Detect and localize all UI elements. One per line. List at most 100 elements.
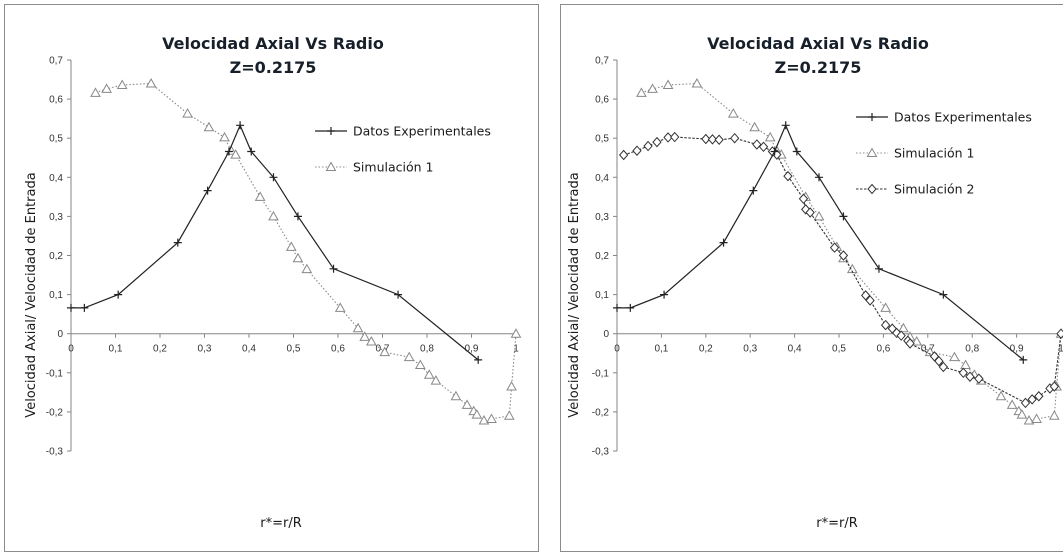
triangle-marker: [1023, 414, 1035, 425]
diamond-marker: [958, 367, 968, 379]
triangle-marker: [366, 336, 377, 346]
diamond-marker: [965, 371, 975, 382]
y-tick-label: 0,6: [49, 95, 63, 106]
diamond-marker: [867, 183, 877, 195]
triangle-marker: [219, 131, 230, 142]
triangle-marker: [268, 210, 279, 221]
triangle-marker: [101, 83, 112, 93]
y-axis-label: Velocidad Axial/ Velocidad de Entrada: [24, 172, 39, 417]
plus-marker: [114, 290, 123, 299]
legend-entry: Simulación 2: [856, 182, 974, 197]
triangle-marker: [636, 87, 647, 97]
series-simulaci-n-1: [90, 77, 522, 425]
x-tick-label: 0,4: [242, 344, 256, 355]
diamond-marker: [1034, 391, 1044, 402]
x-tick-label: 0,2: [699, 344, 713, 355]
legend-entry: Datos Experimentales: [315, 124, 491, 139]
diamond-marker: [643, 140, 653, 152]
x-tick-label: 0,9: [465, 344, 479, 355]
y-tick-label: 0,1: [595, 290, 609, 301]
chart-title-line2: Z=0.2175: [230, 58, 317, 77]
triangle-marker: [749, 121, 760, 132]
triangle-marker: [727, 108, 739, 118]
legend-entry: Simulación 1: [856, 146, 974, 161]
x-tick-label: 0: [68, 344, 74, 355]
y-tick-label: 0,7: [49, 56, 63, 67]
plus-marker: [327, 127, 335, 135]
diamond-marker: [714, 134, 724, 146]
series-simulaci-n-1: [636, 77, 1063, 425]
plus-marker: [839, 212, 848, 221]
plus-marker: [719, 238, 728, 247]
triangle-marker: [846, 263, 858, 274]
plus-marker: [939, 290, 948, 299]
series-datos-experimentales: [613, 121, 1028, 364]
x-tick-label: 1: [1058, 344, 1063, 355]
plus-marker: [781, 121, 790, 130]
x-tick-label: 0,4: [788, 344, 802, 355]
diamond-marker: [974, 373, 984, 384]
y-tick-label: -0,1: [592, 368, 610, 379]
triangle-marker: [203, 121, 215, 132]
plus-marker: [247, 147, 256, 156]
diamond-marker: [798, 193, 809, 205]
plus-marker: [269, 173, 278, 182]
plus-marker: [293, 212, 302, 221]
diamond-marker: [663, 132, 673, 143]
plus-marker: [236, 121, 245, 130]
diamond-marker: [1027, 394, 1037, 405]
triangle-marker: [461, 399, 473, 409]
triangle-marker: [359, 331, 371, 341]
plus-marker: [203, 186, 212, 195]
triangle-marker: [866, 147, 878, 157]
x-tick-label: 0,8: [965, 344, 979, 355]
diamond-marker: [652, 136, 662, 148]
x-tick-label: 0,7: [921, 344, 935, 355]
diamond-marker: [896, 330, 906, 341]
plus-marker: [474, 355, 483, 364]
triangle-marker: [662, 79, 674, 90]
triangle-marker: [334, 302, 346, 312]
diamond-marker: [1056, 328, 1063, 339]
plus-marker: [749, 186, 758, 195]
y-tick-label: 0,6: [595, 95, 609, 106]
triangle-marker: [924, 346, 936, 357]
x-tick-label: 0: [614, 344, 620, 355]
chart-panel-right: Velocidad Axial Vs Radio Z=0.2175 r*=r/R…: [560, 4, 1063, 552]
diamond-marker: [865, 295, 875, 306]
triangle-marker: [1031, 413, 1042, 423]
x-tick-label: 0,3: [743, 344, 757, 355]
x-tick-label: 0,1: [109, 344, 123, 355]
triangle-marker: [949, 351, 960, 362]
chart-panel-left: Velocidad Axial Vs Radio Z=0.2175 r*=r/R…: [4, 4, 539, 552]
diamond-marker: [618, 149, 629, 161]
plus-marker: [329, 264, 338, 273]
x-tick-label: 0,6: [876, 344, 890, 355]
y-tick-label: 0: [603, 329, 609, 340]
triangle-marker: [145, 77, 157, 88]
triangle-marker: [813, 210, 825, 221]
y-tick-label: 0,5: [595, 134, 609, 145]
triangle-marker: [911, 336, 923, 346]
triangle-marker: [647, 83, 658, 93]
legend-label: Simulación 2: [894, 182, 974, 197]
diamond-marker: [934, 355, 944, 367]
triangle-marker: [450, 390, 462, 401]
x-tick-label: 0,5: [287, 344, 301, 355]
plus-marker: [1019, 355, 1028, 364]
plus-marker: [874, 264, 883, 273]
y-axis-label: Velocidad Axial/ Velocidad de Entrada: [567, 172, 582, 417]
plus-marker: [660, 290, 669, 299]
triangle-marker: [90, 87, 101, 97]
triangle-marker: [254, 191, 266, 201]
triangle-marker: [292, 252, 304, 263]
diamond-marker: [838, 250, 849, 261]
diamond-marker: [752, 139, 762, 150]
diamond-marker: [670, 131, 680, 143]
triangle-marker: [301, 263, 313, 274]
plus-marker: [394, 290, 403, 299]
y-tick-label: 0,4: [595, 173, 609, 184]
legend-label: Datos Experimentales: [353, 124, 491, 139]
chart-title-line1: Velocidad Axial Vs Radio: [707, 34, 929, 53]
plus-marker: [770, 147, 779, 156]
